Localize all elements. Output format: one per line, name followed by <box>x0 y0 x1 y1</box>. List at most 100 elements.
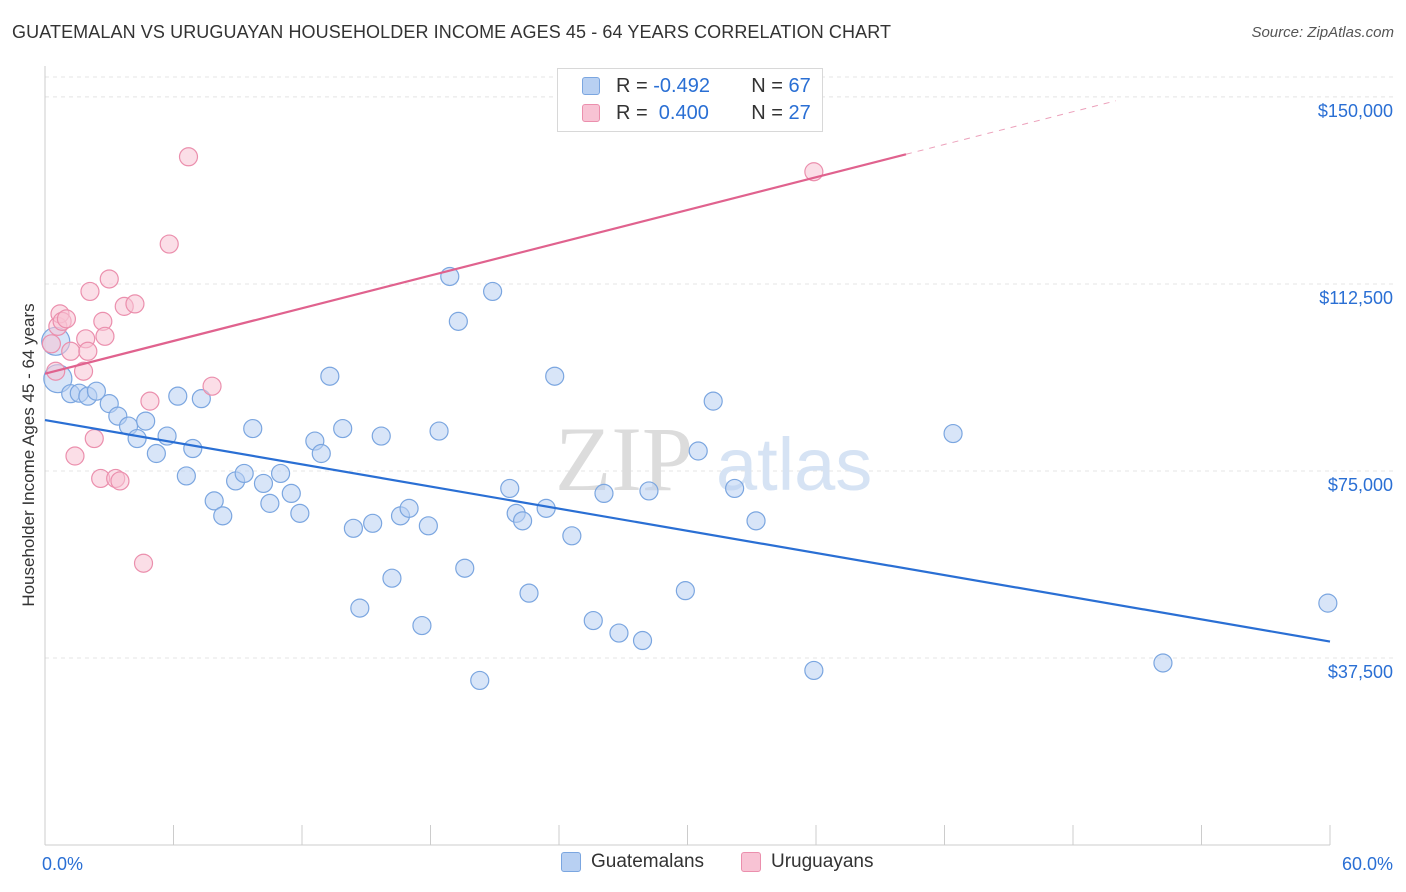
guatemalan-point <box>412 615 432 636</box>
guatemalan-point <box>136 411 156 431</box>
guatemalan-point <box>234 463 254 484</box>
guatemalan-point <box>270 463 291 484</box>
pink-swatch-icon <box>741 852 761 872</box>
y-tick-label: $112,500 <box>1319 288 1393 308</box>
uruguayan-point <box>56 309 77 329</box>
guatemalan-point <box>418 516 438 536</box>
uruguayan-point <box>41 334 62 354</box>
guatemalan-point <box>127 428 147 449</box>
guatemalan-point <box>583 610 603 631</box>
guatemalan-point <box>594 483 614 504</box>
y-tick-label: $75,000 <box>1328 475 1393 495</box>
guatemalan-point <box>146 443 166 464</box>
uruguayan-point <box>110 471 130 491</box>
n-value: 67 <box>788 74 811 97</box>
guatemalan-point <box>703 391 723 411</box>
guatemalan-point <box>191 389 211 409</box>
guatemalan-point <box>253 473 274 494</box>
guatemalan-point <box>688 441 708 461</box>
y-tick-label: $37,500 <box>1328 662 1393 682</box>
n-label: N = <box>751 74 783 97</box>
guatemalan-point <box>725 478 745 499</box>
stats-row-guatemalans: R = -0.492 N = 67 <box>582 73 811 99</box>
guatemalan-point <box>455 558 475 578</box>
uruguayan-point <box>125 294 145 314</box>
guatemalan-point <box>363 513 383 533</box>
guatemalan-point <box>632 630 653 651</box>
uruguayan-trend-line <box>44 153 907 375</box>
axis-labels: $37,500 $75,000 $112,500 $150,000 0.0% 60.0% H… <box>19 101 1393 874</box>
guatemalan-point <box>333 418 353 439</box>
guatemalan-point <box>382 568 402 588</box>
series-legend: Guatemalans Uruguayans <box>0 851 1406 877</box>
guatemalan-point <box>86 381 107 401</box>
axes <box>44 66 1331 846</box>
guatemalan-point <box>281 483 301 504</box>
stats-legend: R = -0.492 N = 67 R = 0.400 N = 27 <box>557 68 823 132</box>
guatemalan-point <box>804 660 824 681</box>
uruguayan-point <box>84 428 104 449</box>
guatemalan-point <box>500 478 520 499</box>
uruguayan-point <box>202 376 222 396</box>
uruguayan-point <box>61 341 81 361</box>
n-value: 27 <box>788 101 811 124</box>
legend-label: Uruguayans <box>771 851 874 872</box>
uruguayan-point <box>140 391 160 411</box>
guatemalan-point <box>943 423 963 444</box>
chart-source: Source: ZipAtlas.com <box>1251 24 1394 41</box>
stats-row-uruguayans: R = 0.400 N = 27 <box>582 100 811 126</box>
y-axis-title: Householder Income Ages 45 - 64 years <box>19 303 38 606</box>
x-tick-label: 0.0% <box>42 854 83 874</box>
blue-swatch-icon <box>561 852 581 872</box>
legend-item-uruguayans[interactable]: Uruguayans <box>741 851 873 873</box>
guatemalan-point <box>639 481 659 501</box>
grid-lines <box>45 76 1394 659</box>
guatemalan-point <box>448 311 468 331</box>
guatemalan-point <box>746 511 766 531</box>
uruguayan-point <box>73 361 94 381</box>
guatemalan-point <box>243 418 263 439</box>
guatemalan-point <box>483 281 503 302</box>
guatemalan-point <box>183 438 203 459</box>
uruguayan-point <box>159 234 179 254</box>
guatemalan-point <box>609 623 629 643</box>
guatemalan-point <box>470 670 490 691</box>
watermark: ZIP atlas <box>555 408 872 510</box>
uruguayan-point <box>133 553 154 573</box>
guatemalan-point <box>562 526 582 546</box>
r-label: R = <box>616 74 648 97</box>
guatemalan-point <box>168 386 188 406</box>
guatemalan-point <box>350 598 370 618</box>
uruguayan-trend-extension <box>905 100 1116 155</box>
watermark-zip: ZIP <box>555 408 693 510</box>
r-value: 0.400 <box>653 101 709 124</box>
legend-label: Guatemalans <box>591 851 705 872</box>
legend-item-guatemalans[interactable]: Guatemalans <box>561 851 704 873</box>
chart-title: GUATEMALAN VS URUGUAYAN HOUSEHOLDER INCO… <box>12 22 892 42</box>
guatemalan-point <box>176 466 196 486</box>
guatemalan-point <box>290 503 310 523</box>
x-tick-label: 60.0% <box>1342 854 1393 874</box>
guatemalan-point <box>1153 653 1173 673</box>
guatemalan-point <box>1318 593 1338 613</box>
guatemalan-point <box>213 506 233 526</box>
guatemalan-point <box>371 426 391 446</box>
r-label: R = <box>616 101 648 124</box>
pink-swatch-icon <box>582 104 600 122</box>
n-label: N = <box>751 101 783 124</box>
guatemalan-point <box>429 421 449 441</box>
blue-swatch-icon <box>582 77 600 95</box>
y-tick-label: $150,000 <box>1318 101 1393 121</box>
uruguayan-point <box>78 341 98 361</box>
guatemalan-point <box>204 491 224 511</box>
uruguayan-point <box>178 147 199 167</box>
uruguayan-point <box>95 326 115 346</box>
guatemalan-point <box>675 581 695 601</box>
guatemalan-trend-line <box>44 419 1331 643</box>
guatemalan-point <box>320 366 340 386</box>
guatemalan-point <box>311 443 331 464</box>
uruguayan-point <box>99 269 119 289</box>
uruguayan-point <box>65 446 85 466</box>
guatemalan-point <box>545 366 565 386</box>
